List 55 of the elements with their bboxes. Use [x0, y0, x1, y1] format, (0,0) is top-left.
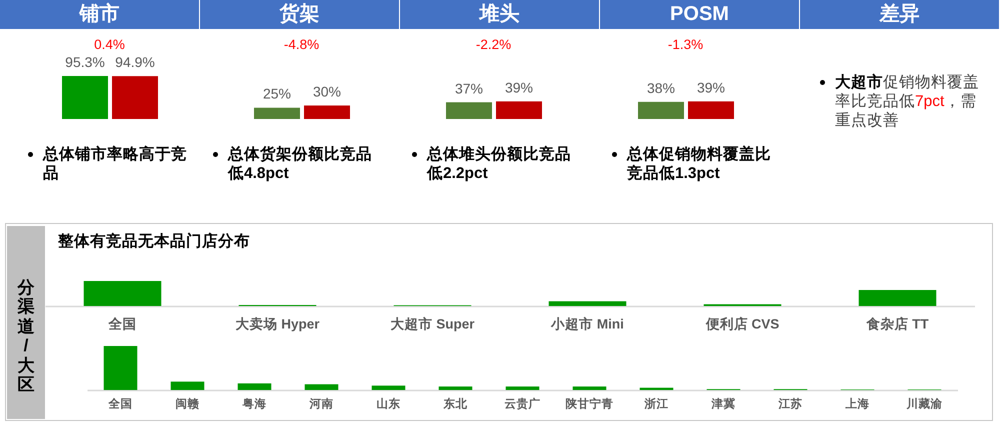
- x-tick-label: 山东: [376, 396, 400, 410]
- x-tick-label: 闽赣: [176, 396, 200, 410]
- text: 总体促销物料覆盖比竞品低1.3pct: [627, 146, 771, 182]
- x-tick-label: 大卖场 Hyper: [235, 316, 320, 332]
- chart-title: 堆头: [400, 0, 600, 29]
- text: 总体铺市率略高于竞品: [43, 146, 187, 182]
- x-tick-label: 津冀: [710, 396, 736, 410]
- x-tick-label: 食杂店 TT: [865, 316, 930, 332]
- x-tick-label: 东北: [442, 396, 468, 410]
- bar: [372, 386, 406, 390]
- bar: [84, 281, 162, 306]
- bar: [858, 290, 936, 306]
- data-label: 95.3%: [64, 54, 104, 70]
- chart-title: POSM: [600, 0, 800, 29]
- text: 总体堆头份额比竞品低2.2pct: [427, 146, 571, 182]
- text: -1.3%: [666, 37, 704, 53]
- x-tick-label: 大超市 Super: [390, 316, 476, 332]
- bar: [104, 346, 138, 390]
- data-label: 39%: [504, 79, 533, 96]
- data-label: 30%: [312, 83, 341, 100]
- data-label: 38%: [646, 80, 675, 96]
- text: 大超市: [835, 74, 883, 91]
- bar: [238, 383, 272, 390]
- x-tick-label: 全国: [108, 316, 136, 332]
- data-label: 25%: [262, 86, 291, 102]
- chart-title: 货架: [200, 0, 400, 29]
- text: 0.4%: [93, 37, 126, 53]
- text: -4.8%: [282, 37, 320, 53]
- x-tick-label: 川藏渝: [906, 396, 944, 410]
- x-tick-label: 上海: [844, 396, 870, 410]
- x-tick-label: 浙江: [644, 396, 668, 410]
- text: 总体货架份额比竞品低4.8pct: [228, 146, 372, 182]
- data-label: 94.9%: [114, 54, 154, 70]
- data-label: 37%: [454, 80, 483, 96]
- x-tick-label: 云贵广: [504, 396, 540, 410]
- data-label: 39%: [696, 79, 725, 96]
- text: 差异: [800, 0, 1000, 29]
- chart-title: 整体有竞品无本品门店分布: [58, 233, 250, 251]
- bar: [304, 384, 338, 390]
- x-tick-label: 小超市 Mini: [550, 316, 624, 332]
- x-tick-label: 便利店 CVS: [704, 316, 780, 332]
- bar: [506, 386, 540, 390]
- chart-title: 铺市: [0, 0, 200, 29]
- x-tick-label: 河南: [308, 396, 334, 410]
- bar: [548, 301, 626, 306]
- y-axis-title: 分渠道/大区: [16, 278, 36, 394]
- x-tick-label: 粤海: [242, 396, 266, 410]
- x-tick-label: 全国: [108, 396, 132, 410]
- x-tick-label: 陕甘宁青: [566, 396, 614, 410]
- text: 7pct: [915, 93, 944, 110]
- text: -2.2%: [474, 37, 512, 53]
- x-tick-label: 江苏: [778, 396, 802, 410]
- bar: [438, 386, 472, 390]
- bar: [170, 382, 204, 390]
- bar: [572, 386, 606, 390]
